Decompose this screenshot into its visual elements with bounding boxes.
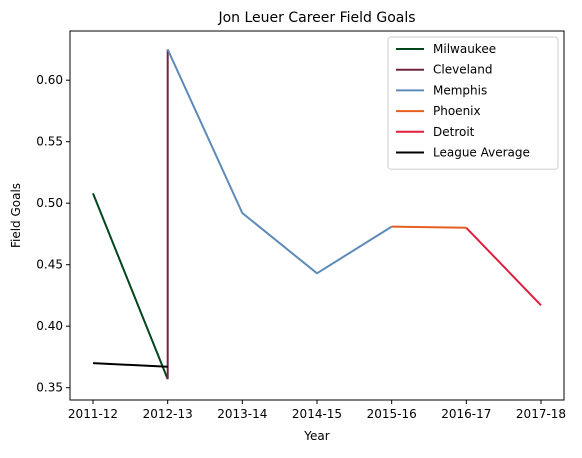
x-tick-label: 2017-18 — [516, 407, 566, 421]
series-layer — [92, 48, 542, 380]
legend-label-memphis: Memphis — [433, 83, 487, 97]
x-axis-title: Year — [303, 429, 329, 443]
y-tick-label: 0.60 — [36, 73, 63, 87]
y-axis-title: Field Goals — [9, 183, 23, 248]
series-line-milwaukee — [92, 193, 169, 380]
legend-label-phoenix: Phoenix — [433, 104, 481, 118]
x-tick-label: 2012-13 — [143, 407, 193, 421]
series-line-league-average — [92, 362, 168, 368]
y-tick-label: 0.40 — [36, 319, 63, 333]
series-line-detroit — [465, 227, 542, 306]
legend-box — [387, 36, 559, 170]
series-line-memphis — [166, 48, 393, 275]
legend-label-cleveland: Cleveland — [433, 63, 493, 77]
legend-label-milwaukee: Milwaukee — [433, 42, 496, 56]
x-tick-label: 2016-17 — [441, 407, 491, 421]
y-tick-label: 0.50 — [36, 196, 63, 210]
legend-label-league-average: League Average — [433, 146, 530, 160]
y-tick-label: 0.55 — [36, 135, 63, 149]
y-tick-label: 0.45 — [36, 258, 63, 272]
legend-label-detroit: Detroit — [433, 125, 475, 139]
chart-title: Jon Leuer Career Field Goals — [217, 10, 415, 26]
x-tick-label: 2013-14 — [217, 407, 267, 421]
ticks-layer: 2011-12 2012-13 2013-14 2014-15 2015-16 2016-… — [36, 73, 566, 421]
y-tick-label: 0.35 — [36, 381, 63, 395]
x-tick-label: 2015-16 — [367, 407, 417, 421]
x-tick-label: 2014-15 — [292, 407, 342, 421]
legend: Milwaukee Cleveland Memphis Phoenix Detroit L… — [387, 36, 559, 170]
plot-frame — [69, 30, 565, 401]
x-tick-label: 2011-12 — [68, 407, 118, 421]
series-line-phoenix — [391, 225, 467, 229]
